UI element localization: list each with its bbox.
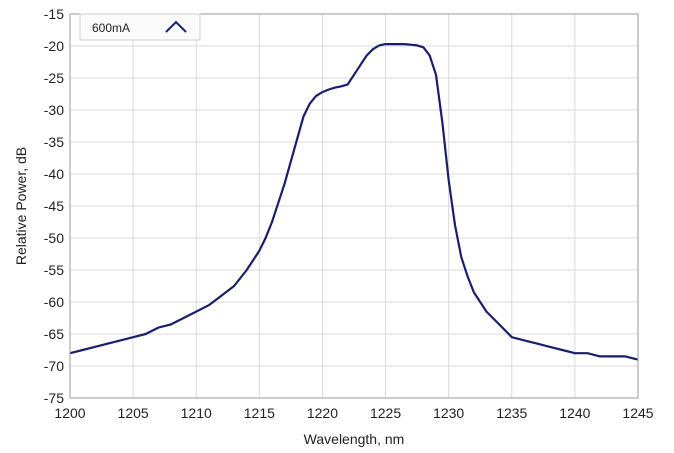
x-tick-label: 1230 [433,405,464,421]
legend: 600mA [79,13,201,41]
x-tick-label: 1200 [54,405,85,421]
x-tick-label: 1235 [496,405,527,421]
y-tick-label: -30 [44,102,64,118]
y-tick-label: -45 [44,198,64,214]
y-tick-label: -40 [44,166,64,182]
x-tick-label: 1215 [244,405,275,421]
y-tick-label: -20 [44,38,64,54]
y-tick-label: -60 [44,294,64,310]
plot-frame [69,13,639,399]
legend-line-icon [165,20,187,33]
x-tick-label: 1210 [181,405,212,421]
y-tick-label: -75 [44,390,64,406]
y-axis-title: Relative Power, dB [13,147,29,265]
y-tick-label: -55 [44,262,64,278]
y-tick-label: -15 [44,6,64,22]
x-tick-label: 1240 [559,405,590,421]
y-tick-label: -50 [44,230,64,246]
legend-label: 600mA [92,21,130,35]
x-tick-label: 1245 [622,405,653,421]
x-tick-label: 1225 [370,405,401,421]
y-tick-label: -35 [44,134,64,150]
x-tick-label: 1220 [307,405,338,421]
x-tick-labels: 1200 1205 1210 1215 1220 1225 1230 1235 1240 1245 [54,405,653,421]
x-tick-label: 1205 [118,405,149,421]
series-layer [69,42,639,361]
y-tick-labels: -15 -20 -25 -30 -35 -40 -45 -50 -55 -60 -65 -70 -75 [44,6,64,406]
x-axis-title: Wavelength, nm [304,431,405,447]
y-tick-label: -65 [44,326,64,342]
series-line-0 [69,42,639,361]
y-tick-label: -70 [44,358,64,374]
y-tick-label: -25 [44,70,64,86]
